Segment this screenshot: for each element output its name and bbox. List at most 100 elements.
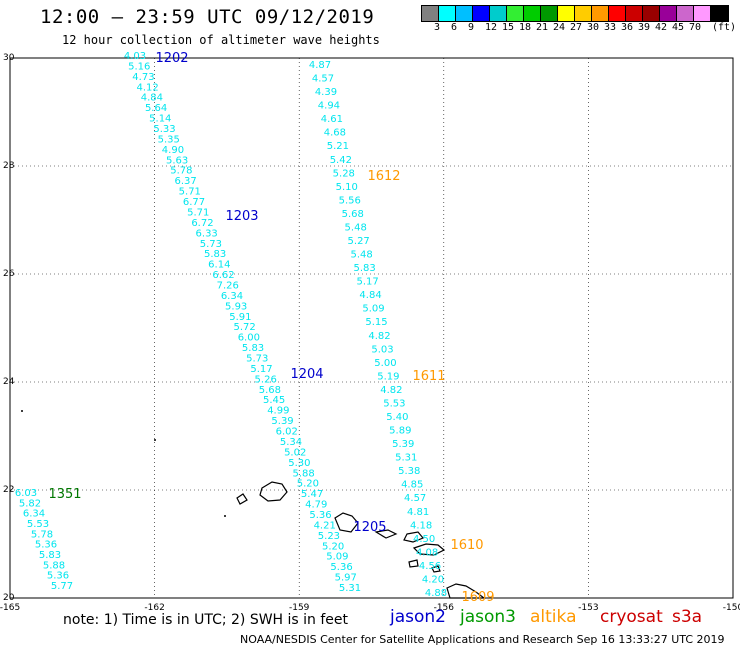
swh-value: 5.56 bbox=[339, 195, 361, 206]
legend-swatch bbox=[609, 6, 626, 21]
swh-value: 6.34 bbox=[221, 291, 243, 302]
swh-value: 5.40 bbox=[386, 412, 408, 423]
swh-value: 5.83 bbox=[242, 343, 264, 354]
swh-value: 4.57 bbox=[404, 493, 426, 504]
legend-swatch bbox=[490, 6, 507, 21]
swh-value: 5.63 bbox=[166, 155, 188, 166]
satellite-name: jason3 bbox=[460, 607, 516, 627]
swh-value: 5.77 bbox=[51, 581, 73, 592]
legend-swatch bbox=[473, 6, 490, 21]
swh-value: 4.85 bbox=[401, 480, 423, 491]
swh-value: 5.14 bbox=[149, 114, 171, 125]
swh-value: 5.38 bbox=[398, 466, 420, 477]
legend-label: 42 bbox=[655, 22, 668, 33]
swh-value: 5.53 bbox=[27, 519, 49, 530]
swh-value: 6.77 bbox=[183, 197, 205, 208]
swh-value: 5.83 bbox=[204, 249, 226, 260]
swh-value: 5.20 bbox=[297, 479, 319, 490]
satellite-name: cryosat bbox=[600, 607, 663, 627]
legend-label: 39 bbox=[638, 22, 651, 33]
legend-label: 33 bbox=[604, 22, 617, 33]
legend-label: 3 bbox=[434, 22, 441, 33]
swh-value: 4.56 bbox=[419, 561, 441, 572]
swh-value: 6.33 bbox=[196, 228, 218, 239]
island-outline bbox=[403, 531, 424, 543]
swh-value: 5.89 bbox=[389, 426, 411, 437]
swh-value: 5.48 bbox=[351, 250, 373, 261]
swh-value: 5.39 bbox=[271, 416, 293, 427]
swh-value: 4.57 bbox=[312, 74, 334, 85]
pass-label: 1610 bbox=[450, 538, 483, 553]
swh-value: 6.37 bbox=[174, 176, 196, 187]
pass-label: 1203 bbox=[225, 209, 258, 224]
swh-value: 6.14 bbox=[208, 260, 230, 271]
swh-value: 4.90 bbox=[162, 145, 184, 156]
island-outline bbox=[259, 481, 288, 502]
island-outline bbox=[374, 529, 398, 539]
swh-value: 4.87 bbox=[309, 60, 331, 71]
lat-tick-label: 22 bbox=[3, 485, 14, 495]
swh-value: 5.31 bbox=[395, 453, 417, 464]
legend-label: (ft) bbox=[712, 22, 737, 33]
legend-swatch bbox=[592, 6, 609, 21]
island-outline bbox=[408, 559, 419, 568]
swh-value: 4.39 bbox=[315, 87, 337, 98]
islet-dot bbox=[21, 410, 23, 412]
swh-value: 5.33 bbox=[153, 124, 175, 135]
swh-value: 5.35 bbox=[158, 134, 180, 145]
island-outline bbox=[236, 493, 248, 505]
page-subtitle: 12 hour collection of altimeter wave hei… bbox=[62, 33, 380, 47]
legend-swatch bbox=[456, 6, 473, 21]
swh-value: 5.39 bbox=[392, 439, 414, 450]
swh-value: 5.36 bbox=[309, 510, 331, 521]
swh-value: 5.47 bbox=[301, 489, 323, 500]
pass-label: 1611 bbox=[412, 369, 445, 384]
swh-value: 5.68 bbox=[342, 209, 364, 220]
satellite-name: jason2 bbox=[390, 607, 446, 627]
swh-value: 4.82 bbox=[380, 385, 402, 396]
swh-value: 5.34 bbox=[280, 437, 302, 448]
swh-value: 5.20 bbox=[322, 541, 344, 552]
swh-value: 6.02 bbox=[276, 427, 298, 438]
swh-value: 5.71 bbox=[179, 187, 201, 198]
legend-swatch bbox=[558, 6, 575, 21]
legend-label: 27 bbox=[570, 22, 583, 33]
swh-value: 4.82 bbox=[368, 331, 390, 342]
pass-label: 1351 bbox=[48, 487, 81, 502]
swh-value: 5.88 bbox=[292, 468, 314, 479]
lat-tick-label: 30 bbox=[3, 53, 15, 63]
legend-swatch bbox=[643, 6, 660, 21]
swh-value: 7.26 bbox=[217, 280, 239, 291]
swh-value: 5.48 bbox=[345, 222, 367, 233]
swh-value: 5.68 bbox=[259, 385, 281, 396]
swh-value: 5.17 bbox=[356, 277, 378, 288]
swh-value: 5.83 bbox=[39, 550, 61, 561]
lon-tick-label: -165 bbox=[0, 603, 20, 613]
swh-value: 5.17 bbox=[250, 364, 272, 375]
swh-value: 5.82 bbox=[19, 498, 41, 509]
island-outline bbox=[412, 543, 446, 556]
swh-value: 4.84 bbox=[359, 290, 381, 301]
satellite-name: altika bbox=[530, 607, 577, 627]
swh-value: 5.09 bbox=[326, 552, 348, 563]
swh-value: 5.78 bbox=[31, 529, 53, 540]
legend-swatch bbox=[422, 6, 439, 21]
swh-value: 5.91 bbox=[229, 312, 251, 323]
islet-dot bbox=[154, 439, 156, 441]
pass-label: 1204 bbox=[290, 367, 323, 382]
pass-label: 1612 bbox=[367, 169, 400, 184]
swh-value: 5.09 bbox=[362, 304, 384, 315]
swh-value: 6.62 bbox=[212, 270, 234, 281]
satellite-name: s3a bbox=[672, 607, 703, 627]
color-legend-labels: 3 6 9 12 15 18 21 24 27 30 33 36 39 42 45 70 (ft) bbox=[421, 22, 740, 34]
pass-label: 1202 bbox=[155, 51, 188, 66]
swh-value: 5.64 bbox=[145, 103, 167, 114]
lat-tick-label: 20 bbox=[3, 593, 15, 603]
swh-value: 5.23 bbox=[318, 531, 340, 542]
swh-value: 5.10 bbox=[336, 182, 358, 193]
swh-value: 5.83 bbox=[353, 263, 375, 274]
lat-tick-label: 26 bbox=[3, 269, 15, 279]
swh-value: 5.71 bbox=[187, 207, 209, 218]
legend-label: 9 bbox=[468, 22, 475, 33]
